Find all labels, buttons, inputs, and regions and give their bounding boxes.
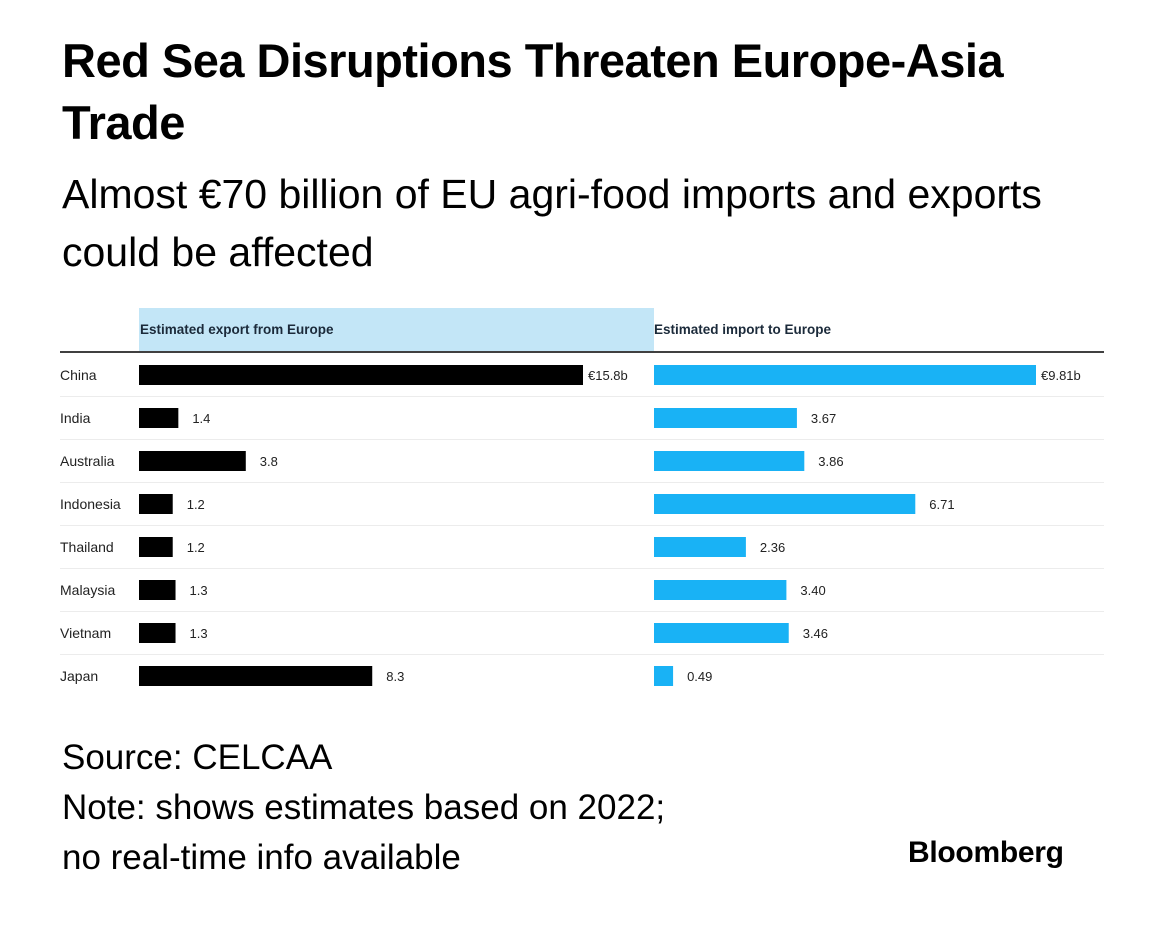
import-bar — [654, 537, 746, 557]
import-bar — [654, 494, 916, 514]
export-bar — [139, 580, 176, 600]
import-bar — [654, 666, 674, 686]
import-bar — [654, 451, 805, 471]
category-label: Indonesia — [60, 496, 121, 512]
import-bar — [654, 623, 789, 643]
export-value-label: 3.8 — [260, 454, 278, 469]
import-bar — [654, 408, 797, 428]
import-header-label: Estimated import to Europe — [654, 322, 832, 337]
export-bar — [139, 623, 176, 643]
import-bar — [654, 580, 787, 600]
import-bar — [654, 365, 1036, 385]
export-value-label: 1.3 — [190, 626, 208, 641]
export-bar — [139, 365, 583, 385]
import-value-label: 0.49 — [687, 669, 712, 684]
import-value-label: 3.67 — [811, 411, 836, 426]
source-note: Source: CELCAA — [62, 738, 333, 777]
import-value-label: 3.40 — [800, 583, 825, 598]
export-bar — [139, 666, 373, 686]
export-bar — [139, 537, 173, 557]
category-label: Malaysia — [60, 582, 115, 598]
export-bar — [139, 494, 173, 514]
category-label: China — [60, 367, 97, 383]
export-value-label: 8.3 — [386, 669, 404, 684]
import-value-label: 3.46 — [803, 626, 828, 641]
export-bar — [139, 408, 179, 428]
category-label: Australia — [60, 453, 115, 469]
export-bar — [139, 451, 246, 471]
category-label: Vietnam — [60, 625, 111, 641]
note-line-2: no real-time info available — [62, 838, 461, 877]
note-line-1: Note: shows estimates based on 2022; — [62, 788, 666, 827]
import-value-label: 3.86 — [818, 454, 843, 469]
category-label: Thailand — [60, 539, 114, 555]
category-label: India — [60, 410, 91, 426]
export-header-band — [139, 308, 654, 351]
category-label: Japan — [60, 668, 98, 684]
export-value-label: 1.3 — [190, 583, 208, 598]
export-value-label: 1.2 — [187, 540, 205, 555]
chart-title: Red Sea Disruptions Threaten Europe-Asia… — [62, 34, 1004, 149]
export-value-label: 1.2 — [187, 497, 205, 512]
chart-footer: Source: CELCAA Note: shows estimates bas… — [62, 733, 665, 883]
import-value-label: €9.81b — [1041, 368, 1081, 383]
bar-chart: Estimated export from Europe Estimated im… — [60, 308, 1104, 686]
import-value-label: 2.36 — [760, 540, 785, 555]
export-value-label: €15.8b — [588, 368, 628, 383]
chart-subtitle: Almost €70 billion of EU agri-food impor… — [62, 171, 1042, 275]
export-header-label: Estimated export from Europe — [140, 322, 334, 337]
import-value-label: 6.71 — [929, 497, 954, 512]
bloomberg-logo: Bloomberg — [908, 836, 1064, 869]
export-value-label: 1.4 — [192, 411, 210, 426]
